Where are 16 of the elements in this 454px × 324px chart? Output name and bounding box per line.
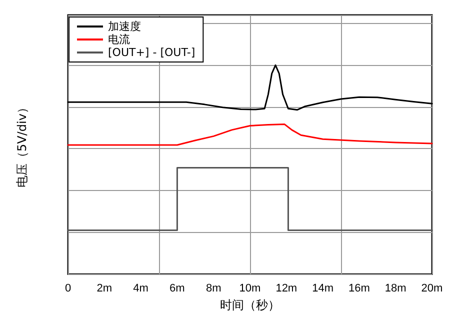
x-axis-title: 时间（秒） — [220, 298, 280, 312]
x-tick-label: 18m — [384, 282, 406, 295]
x-tick-label: 8m — [206, 282, 222, 295]
x-tick-label: 20m — [421, 282, 443, 295]
x-tick-label: 12m — [276, 282, 298, 295]
x-tick-label: 14m — [312, 282, 334, 295]
x-tick-label: 4m — [133, 282, 148, 295]
x-tick-label: 0 — [64, 282, 72, 295]
y-axis-title: 电压（5V/div） — [15, 102, 29, 188]
legend-label: [OUT+] - [OUT-] — [108, 46, 196, 59]
x-tick-label: 10m — [239, 282, 261, 295]
legend-label: 加速度 — [108, 20, 141, 33]
x-tick-label: 16m — [348, 282, 370, 295]
legend-label: 电流 — [108, 33, 130, 46]
x-tick-label: 6m — [170, 282, 185, 295]
x-tick-label: 2m — [96, 282, 112, 295]
